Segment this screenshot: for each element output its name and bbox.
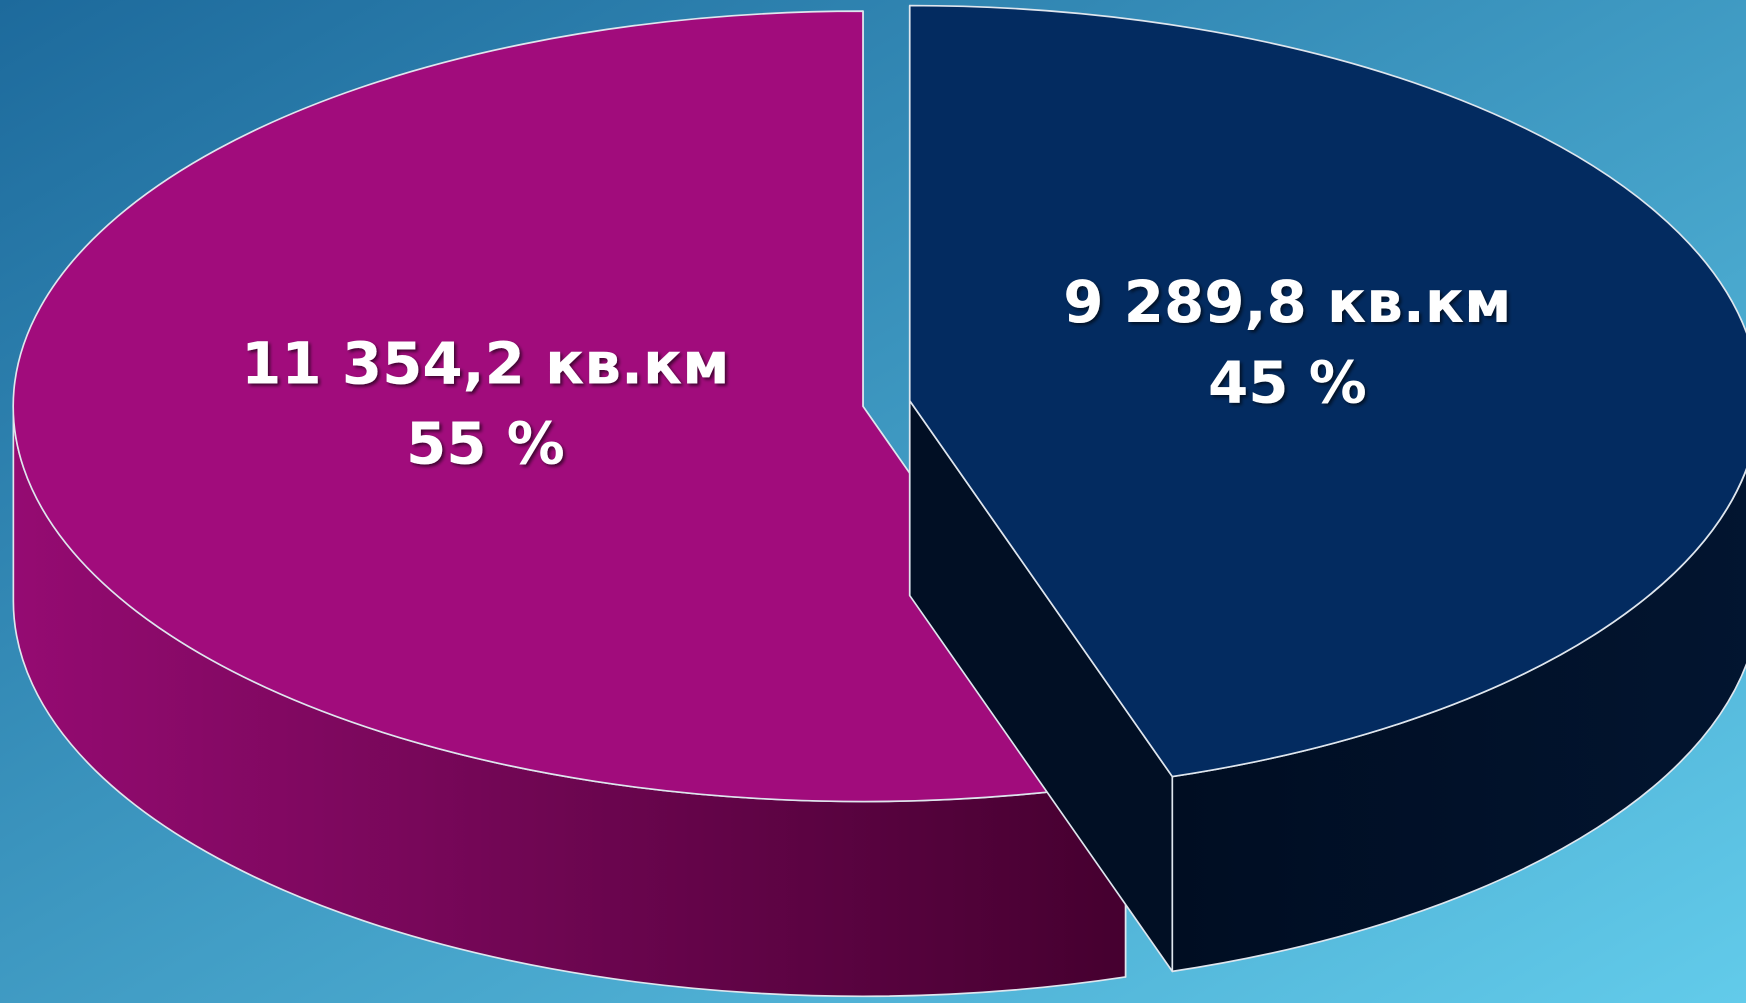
- value-label: 11 354,2 кв.км: [241, 329, 729, 397]
- value-label: 9 289,8 кв.км: [1063, 268, 1511, 336]
- slice: [908, 4, 1746, 778]
- slice: [12, 10, 1127, 803]
- percent-label: 55 %: [406, 410, 565, 478]
- percent-label: 45 %: [1208, 348, 1367, 416]
